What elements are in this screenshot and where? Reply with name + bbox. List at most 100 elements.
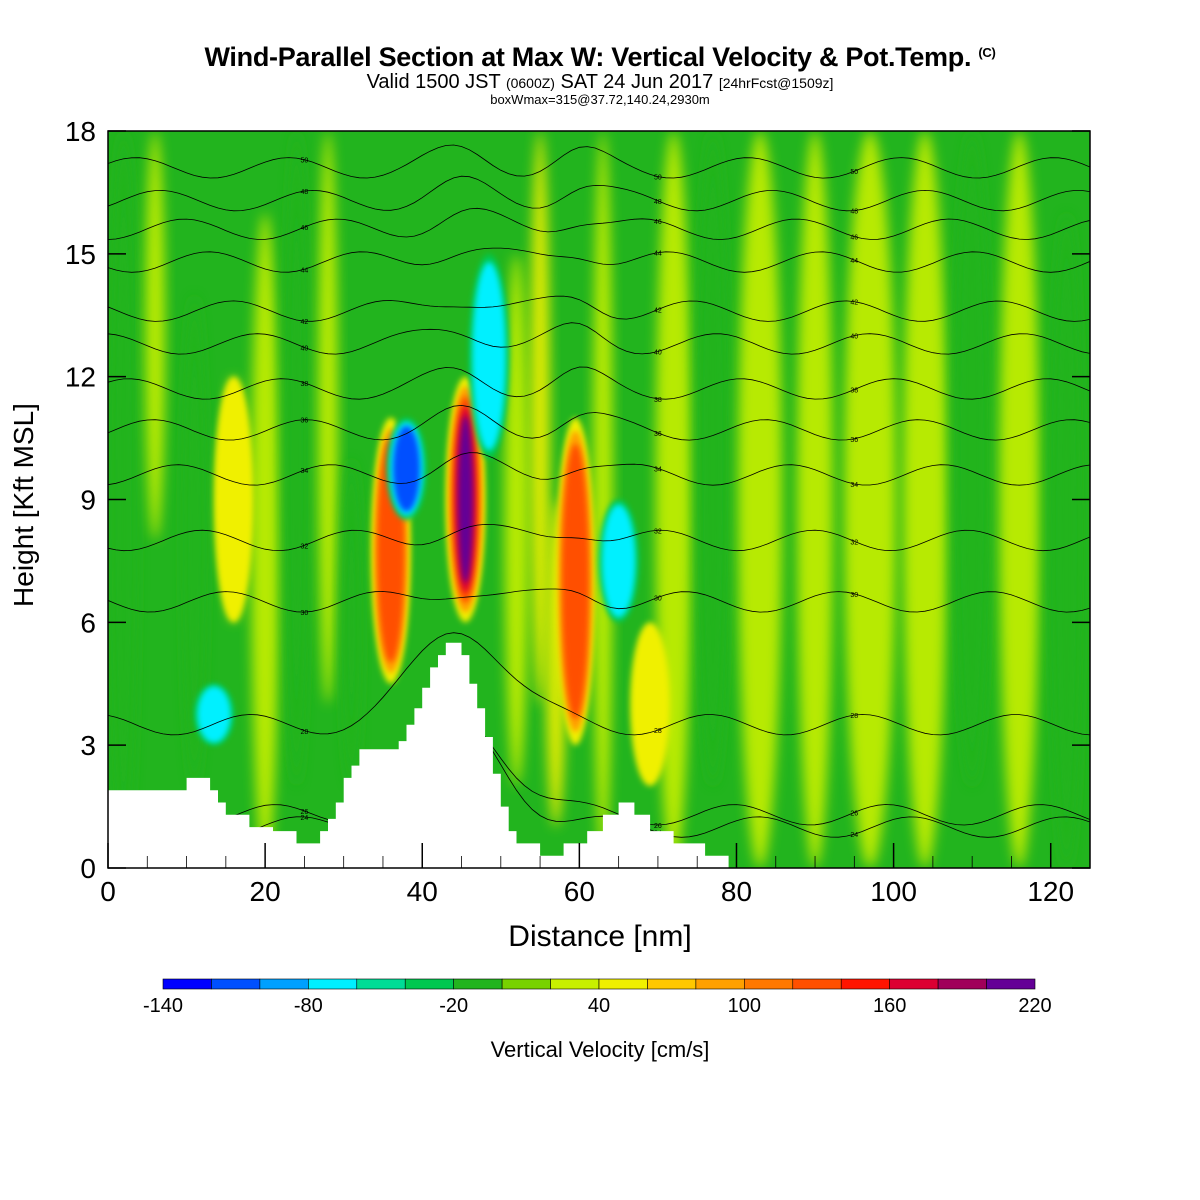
y-tick-label: 12 [65,362,96,393]
x-tick-label: 60 [564,876,595,907]
theta-contour-38 [108,366,1090,400]
theta-contour-label: 28 [654,728,662,735]
colorbar-tick-label: -80 [294,995,323,1017]
colorbar-swatch [211,978,261,990]
theta-contour-label: 26 [654,823,662,830]
theta-contour-label: 24 [301,815,309,822]
theta-contour-label: 28 [850,713,858,720]
theta-contour-48 [108,175,1090,212]
colorbar-tick-label: 100 [728,995,761,1017]
colorbar-swatch [308,978,358,990]
y-tick-label: 18 [65,116,96,147]
theta-contour-26 [108,712,1090,826]
theta-contour-label: 42 [301,319,309,326]
colorbar-label: Vertical Velocity [cm/s] [490,1037,710,1062]
theta-contour-label: 44 [654,251,662,258]
updraft-core-4 [213,376,254,623]
theta-contour-label: 34 [301,468,309,475]
theta-contour-label: 44 [850,258,858,265]
theta-contour-28 [108,632,1090,736]
theta-contour-50 [108,144,1090,179]
theta-contour-label: 30 [301,610,309,617]
theta-contour-label: 32 [301,543,309,550]
theta-contour-36 [108,404,1090,441]
colorbar-swatch [259,978,309,990]
field-streak [182,294,207,787]
field-streak [696,131,729,787]
colorbar-swatch [937,978,987,990]
colorbar-swatch [501,978,551,990]
field-streak [504,253,529,787]
theta-contour-label: 30 [654,595,662,602]
updraft-core-2 [561,443,590,719]
theta-contour-label: 28 [301,729,309,736]
chart-subtitle-box: boxWmax=315@37.72,140.24,2930m [490,92,710,107]
theta-contour-label: 50 [850,169,858,176]
theta-contour-label: 38 [654,397,662,404]
colorbar-tick-label: -20 [439,995,468,1017]
field-streak [145,131,166,541]
updraft-core-3 [630,622,671,787]
colorbar-swatch [404,978,454,990]
colorbar-swatch [550,978,600,990]
theta-contour-44 [108,247,1090,273]
updraft-core-0 [458,415,473,584]
theta-contour-label: 50 [301,158,309,165]
theta-contour-label: 50 [654,175,662,182]
colorbar-swatch [840,978,890,990]
theta-contour-label: 30 [850,592,858,599]
theta-contour-label: 48 [654,199,662,206]
theta-contour-label: 40 [850,334,858,341]
theta-contour-label: 48 [850,209,858,216]
downdraft-core-0 [392,425,421,512]
chart-subtitle: Valid 1500 JST (0600Z) SAT 24 Jun 2017 [… [0,72,1200,93]
theta-contour-42 [108,295,1090,322]
theta-contour-label: 26 [850,810,858,817]
subtitle-utc: (0600Z) [505,75,555,91]
x-tick-label: 120 [1027,876,1074,907]
theta-contour-34 [108,452,1090,486]
colorbar-tick-label: -140 [143,995,183,1017]
theta-contour-40 [108,322,1090,355]
theta-contour-label: 42 [850,300,858,307]
field-streak [797,131,834,868]
x-tick-label: 20 [250,876,281,907]
subtitle-forecast: [24hrFcst@1509z] [718,75,834,91]
theta-contour-label: 36 [654,431,662,438]
colorbar-swatch [356,978,406,990]
downdraft-core-1 [472,262,506,451]
terrain [108,642,1090,868]
field-streak [284,131,309,787]
subtitle-valid: Valid 1500 JST [366,71,501,93]
theta-contour-label: 32 [654,528,662,535]
field-streak [903,131,948,868]
theta-contour-label: 46 [850,235,858,242]
theta-contour-label: 36 [850,437,858,444]
chart-title: Wind-Parallel Section at Max W: Vertical… [0,42,1200,73]
x-tick-label: 0 [100,876,116,907]
velocity-field [108,131,1090,868]
y-tick-label: 9 [80,485,96,516]
theta-contour-30 [108,588,1090,613]
chart-title-text: Wind-Parallel Section at Max W: Vertical… [204,42,972,72]
theta-contour-label: 44 [301,267,309,274]
colorbar-swatch [986,978,1036,990]
theta-contour-label: 34 [850,482,858,489]
field-streak [1050,212,1083,868]
theta-contour-label: 42 [654,307,662,314]
copyright-mark: (C) [978,45,996,60]
colorbar-swatch [889,978,939,990]
x-tick-label: 40 [407,876,438,907]
colorbar-tick-label: 220 [1018,995,1051,1017]
theta-contour-label: 40 [301,345,309,352]
x-tick-label: 100 [870,876,917,907]
colorbar-swatch [162,978,212,990]
colorbar-swatch [792,978,842,990]
y-tick-label: 0 [80,853,96,884]
y-tick-label: 3 [80,730,96,761]
colorbar-swatch [744,978,794,990]
theta-contour-label: 26 [301,809,309,816]
y-tick-label: 15 [65,239,96,270]
field-streak [341,458,362,787]
